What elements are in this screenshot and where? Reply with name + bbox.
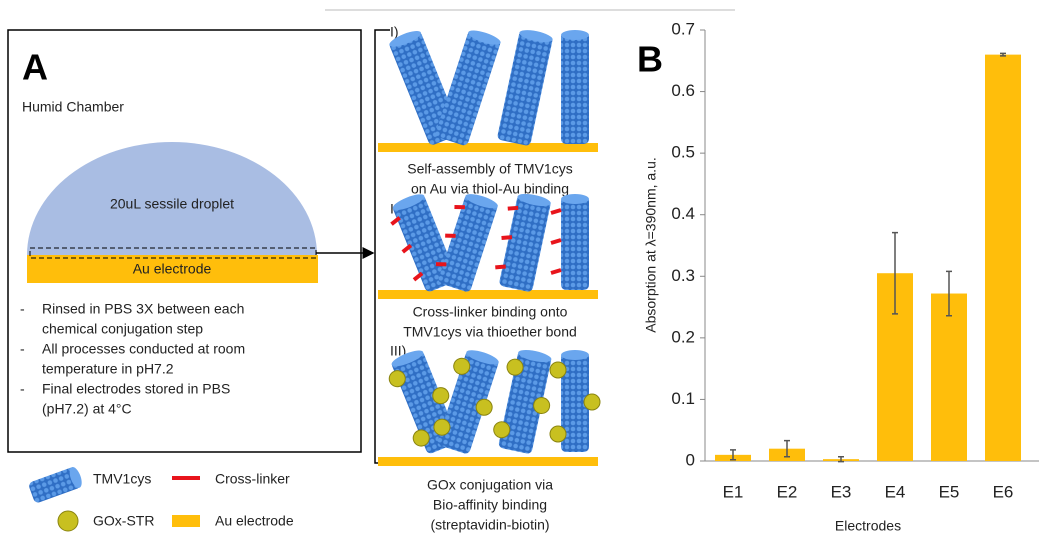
note-line: Final electrodes stored in PBS xyxy=(42,381,230,397)
gold-base xyxy=(378,290,598,299)
cross-linker xyxy=(551,270,561,273)
y-tick-label: 0.3 xyxy=(671,266,695,285)
y-tick-label: 0.1 xyxy=(671,389,695,408)
tmv-rod xyxy=(561,30,589,144)
caption: Self-assembly of TMV1cys xyxy=(407,161,572,177)
chamber-label: Humid Chamber xyxy=(22,99,124,115)
y-tick-label: 0 xyxy=(686,450,695,469)
bracket xyxy=(375,30,390,463)
tmv-rod xyxy=(497,28,554,147)
note-line: (pH7.2) at 4°C xyxy=(42,401,132,417)
caption: (streptavidin-biotin) xyxy=(430,517,549,533)
legend-gox xyxy=(58,511,78,531)
rod-body xyxy=(497,30,554,147)
gox xyxy=(550,426,566,442)
rod-end xyxy=(561,30,589,40)
tmv-rod xyxy=(550,350,600,452)
panel-label: A xyxy=(22,47,48,88)
cross-linker xyxy=(551,240,561,243)
gox xyxy=(584,394,600,410)
electrode-label: Au electrode xyxy=(133,261,212,277)
bullet: - xyxy=(20,341,25,357)
tmv-rod xyxy=(435,28,503,147)
y-tick-label: 0.5 xyxy=(671,143,695,162)
legend-label: TMV1cys xyxy=(93,471,151,487)
note-line: chemical conjugation step xyxy=(42,321,203,337)
gox xyxy=(550,362,566,378)
caption: Cross-linker binding onto xyxy=(413,304,568,320)
gold-base xyxy=(378,457,598,466)
rod-end xyxy=(561,194,589,204)
legend-label: GOx-STR xyxy=(93,513,154,529)
chart: B Absorption at λ=390nm, a.u. Electrodes… xyxy=(637,19,1039,533)
bar xyxy=(985,55,1021,461)
y-tick-label: 0.6 xyxy=(671,81,695,100)
x-tick-label: E5 xyxy=(939,482,960,501)
step: II)Cross-linker binding ontoTMV1cys via … xyxy=(378,189,598,340)
caption: GOx conjugation via xyxy=(427,477,553,493)
legend-label: Cross-linker xyxy=(215,471,290,487)
y-tick-label: 0.7 xyxy=(671,19,695,38)
x-axis-label: Electrodes xyxy=(835,518,901,534)
bullet: - xyxy=(20,381,25,397)
tmv-rod xyxy=(490,346,560,456)
legend-gold xyxy=(172,515,200,527)
y-tick-label: 0.4 xyxy=(671,204,695,223)
y-tick-label: 0.2 xyxy=(671,327,695,346)
rod-body xyxy=(435,29,502,146)
bar xyxy=(931,294,967,461)
legend-label: Au electrode xyxy=(215,513,294,529)
note-line: All processes conducted at room xyxy=(42,341,245,357)
tmv-rod xyxy=(492,190,552,292)
note-line: temperature in pH7.2 xyxy=(42,361,174,377)
x-tick-label: E6 xyxy=(993,482,1014,501)
caption: on Au via thiol-Au binding xyxy=(411,181,569,197)
tmv-rod xyxy=(551,194,589,290)
notes: - Rinsed in PBS 3X between each chemical c… xyxy=(20,301,245,417)
x-tick-label: E4 xyxy=(885,482,906,501)
caption: TMV1cys via thioether bond xyxy=(403,324,577,340)
legend: TMV1cys Cross-linker GOx-STR Au electrode xyxy=(28,465,294,531)
droplet-label: 20uL sessile droplet xyxy=(110,196,234,212)
rod-end xyxy=(561,350,589,360)
x-tick-label: E2 xyxy=(777,482,798,501)
x-tick-label: E1 xyxy=(723,482,744,501)
caption: Bio-affinity binding xyxy=(433,497,547,513)
rod-body xyxy=(561,32,589,144)
note-line: Rinsed in PBS 3X between each xyxy=(42,301,244,317)
figure: A Humid Chamber 20uL sessile droplet Au … xyxy=(0,0,1039,538)
y-axis-label: Absorption at λ=390nm, a.u. xyxy=(643,157,659,333)
gold-base xyxy=(378,143,598,152)
rod-body xyxy=(499,193,552,292)
cross-linker xyxy=(551,210,561,213)
rod-body xyxy=(561,196,589,290)
tmv-rod xyxy=(28,465,84,503)
panel-label: B xyxy=(637,39,663,80)
x-tick-label: E3 xyxy=(831,482,852,501)
bullet: - xyxy=(20,301,25,317)
